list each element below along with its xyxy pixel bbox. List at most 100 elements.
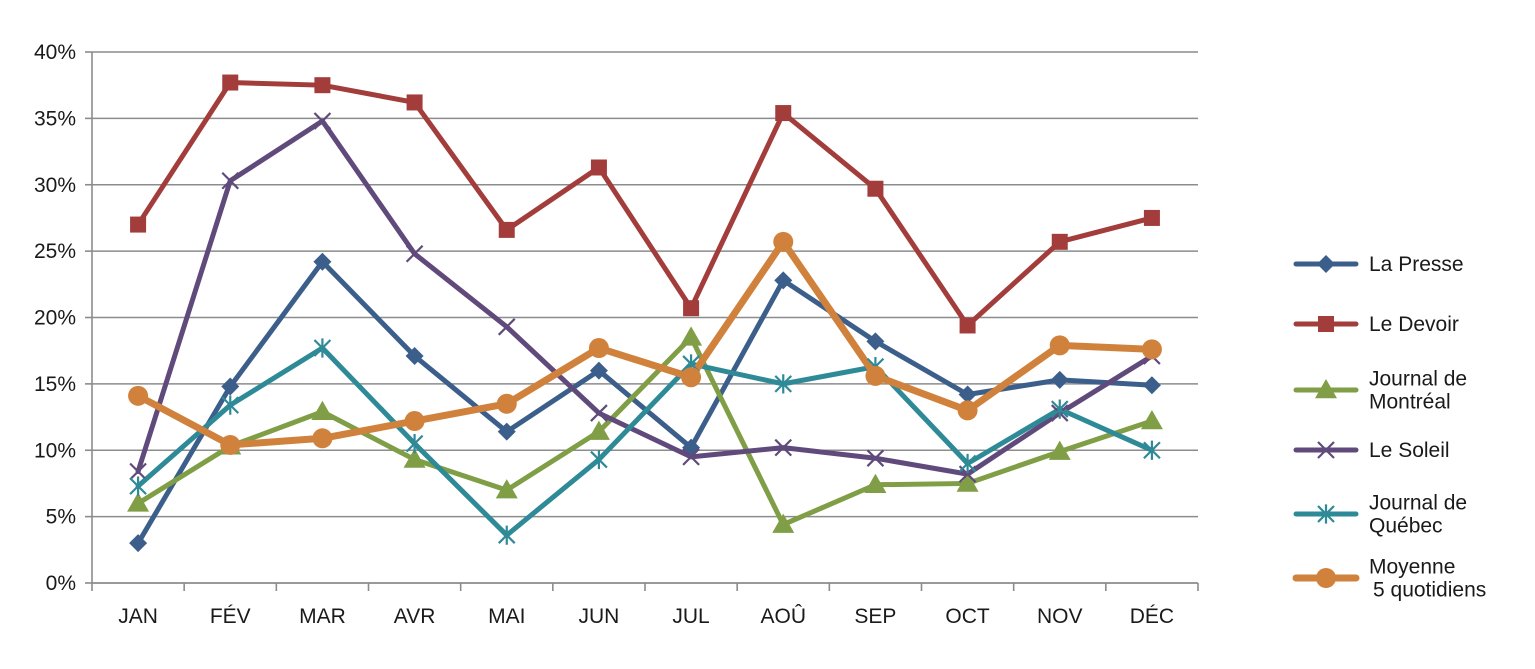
- y-tick-label: 10%: [34, 439, 76, 462]
- data-point-3-1: [221, 171, 240, 190]
- x-tick-label: AOÛ: [760, 605, 806, 628]
- data-point-3-3: [405, 245, 424, 263]
- data-point-1-9: [959, 317, 976, 334]
- data-point-5-11: [1141, 339, 1162, 360]
- x-tick-label: DÉC: [1130, 605, 1174, 628]
- data-point-2-9: [956, 472, 979, 492]
- legend-label-4: Journal de: [1369, 492, 1467, 515]
- data-point-1-8: [867, 180, 884, 197]
- axes: [85, 51, 1199, 591]
- data-point-0-2: [313, 252, 332, 271]
- legend-label-3: Le Soleil: [1369, 439, 1450, 462]
- y-tick-label: 30%: [34, 174, 76, 197]
- x-tick-label: OCT: [945, 605, 990, 628]
- data-point-5-1: [220, 434, 241, 455]
- data-point-2-7: [772, 513, 795, 533]
- data-point-1-3: [406, 94, 423, 111]
- data-point-2-11: [1140, 410, 1163, 430]
- series-markers: [127, 74, 1163, 553]
- series-line-3: [135, 118, 1155, 477]
- y-tick-label: 40%: [34, 41, 76, 64]
- data-point-1-11: [1143, 209, 1160, 226]
- data-point-5-4: [496, 393, 517, 414]
- data-point-5-8: [865, 365, 886, 386]
- data-point-4-11: [1143, 440, 1161, 460]
- data-point-3-6: [682, 448, 700, 466]
- x-tick-label: NOV: [1037, 605, 1083, 628]
- data-point-0-1: [221, 377, 240, 396]
- x-tick-label: JAN: [118, 605, 158, 628]
- x-tick-label: AVR: [394, 605, 436, 628]
- gridlines: [92, 51, 1198, 584]
- data-point-1-10: [1051, 233, 1068, 250]
- data-point-4-0: [129, 476, 147, 496]
- data-point-0-10: [1050, 370, 1069, 389]
- data-point-5-0: [128, 385, 149, 406]
- data-point-2-3: [403, 448, 426, 468]
- data-point-0-4: [497, 422, 516, 441]
- legend-label-2: Journal de: [1369, 368, 1467, 391]
- legend-marker-0: [1317, 255, 1335, 273]
- series-line-4: [135, 345, 1155, 538]
- data-point-4-9: [958, 453, 977, 474]
- data-point-0-3: [405, 346, 424, 365]
- series-line-0: [135, 259, 1155, 546]
- data-point-2-2: [311, 400, 334, 421]
- data-point-3-0: [129, 462, 147, 481]
- legend-marker-4: [1317, 504, 1335, 524]
- data-point-5-2: [312, 428, 333, 449]
- data-point-5-10: [1049, 335, 1070, 356]
- legend-label-0: La Presse: [1369, 253, 1464, 276]
- legend-label-1: Le Devoir: [1369, 313, 1459, 336]
- data-point-0-11: [1142, 376, 1161, 395]
- data-point-3-4: [497, 318, 516, 336]
- data-point-4-4: [497, 525, 516, 545]
- y-axis-tick-labels: 0% 5% 10% 15% 20% 25% 30% 35% 40%: [34, 41, 76, 595]
- data-point-5-3: [404, 411, 425, 432]
- data-point-3-8: [866, 449, 885, 467]
- x-tick-label: JUL: [672, 605, 709, 628]
- legend-label-2: Montréal: [1369, 391, 1451, 414]
- y-tick-label: 0%: [46, 572, 76, 595]
- x-tick-label: FÉV: [210, 605, 251, 628]
- data-point-5-5: [588, 338, 609, 359]
- data-point-1-0: [130, 216, 147, 233]
- data-point-1-5: [590, 159, 607, 176]
- data-point-2-5: [587, 420, 610, 440]
- data-point-4-5: [590, 449, 608, 470]
- x-tick-label: SEP: [854, 605, 896, 628]
- data-point-1-1: [222, 74, 239, 91]
- data-point-3-5: [590, 404, 608, 422]
- data-point-0-0: [129, 534, 148, 553]
- data-point-0-9: [958, 385, 977, 404]
- y-tick-label: 5%: [46, 506, 76, 529]
- data-point-5-6: [681, 367, 702, 388]
- x-tick-label: JUN: [578, 605, 619, 628]
- data-point-4-3: [405, 434, 424, 454]
- series-line-2: [135, 334, 1155, 528]
- data-point-2-0: [127, 492, 150, 512]
- x-tick-label: MAI: [488, 605, 525, 628]
- data-point-4-2: [313, 338, 332, 358]
- data-point-5-9: [957, 400, 978, 421]
- data-point-4-7: [774, 374, 793, 394]
- data-point-4-10: [1050, 399, 1069, 419]
- data-point-1-2: [314, 77, 331, 94]
- legend-marker-5: [1316, 568, 1336, 588]
- data-point-2-10: [1048, 440, 1071, 460]
- data-point-4-1: [221, 395, 240, 415]
- y-tick-label: 15%: [34, 373, 76, 396]
- data-point-2-8: [864, 473, 887, 494]
- data-point-1-4: [498, 221, 515, 238]
- data-point-0-8: [866, 332, 885, 351]
- legend-marker-1: [1318, 316, 1334, 332]
- data-point-1-7: [775, 105, 792, 122]
- data-point-0-5: [589, 361, 608, 380]
- data-point-0-7: [774, 271, 793, 290]
- data-point-3-7: [774, 438, 793, 457]
- x-tick-label: MAR: [299, 605, 346, 628]
- data-point-2-6: [680, 326, 703, 346]
- data-point-5-7: [773, 231, 794, 252]
- x-axis-tick-labels: JAN FÉV MAR AVR MAI JUN JUL AOÛ SEP OCT NOV DÉC: [118, 605, 1174, 628]
